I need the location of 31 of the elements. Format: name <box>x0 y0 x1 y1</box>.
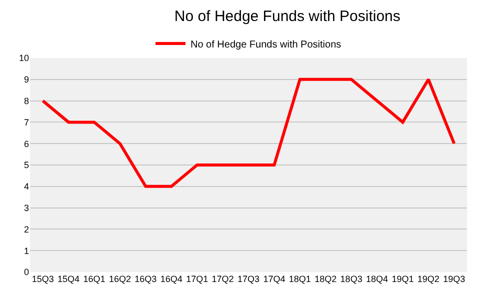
chart-title: No of Hedge Funds with Positions <box>174 8 400 26</box>
x-tick-label: 18Q1 <box>288 274 311 284</box>
x-tick-label: 17Q3 <box>237 274 260 284</box>
x-tick-label: 16Q2 <box>108 274 131 284</box>
y-tick-label: 0 <box>24 267 29 278</box>
y-tick-label: 10 <box>18 53 29 64</box>
y-tick-label: 4 <box>24 182 29 192</box>
x-tick-label: 16Q4 <box>160 274 182 284</box>
x-tick-label: 19Q2 <box>417 274 440 284</box>
line-series <box>41 78 456 188</box>
y-tick-label: 8 <box>24 96 29 106</box>
y-tick-label: 3 <box>24 202 29 213</box>
x-tick-label: 18Q3 <box>340 274 362 284</box>
x-tick-label: 19Q3 <box>443 274 466 284</box>
x-tick-label: 17Q1 <box>186 274 208 284</box>
x-tick-label: 17Q4 <box>263 274 286 284</box>
y-tick-label: 7 <box>24 117 29 128</box>
x-tick-label: 16Q3 <box>134 274 157 284</box>
y-tick-label: 5 <box>24 160 29 170</box>
y-tick-label: 9 <box>24 74 29 85</box>
y-tick-label: 1 <box>24 246 29 256</box>
x-tick-label: 18Q2 <box>314 274 337 284</box>
x-tick-label: 15Q4 <box>58 274 80 284</box>
y-tick-label: 2 <box>24 224 29 234</box>
x-tick-label: 17Q2 <box>212 274 234 284</box>
x-tick-label: 16Q1 <box>83 274 106 284</box>
x-tick-label: 15Q3 <box>32 274 54 284</box>
legend-label: No of Hedge Funds with Positions <box>190 39 342 50</box>
x-tick-label: 19Q1 <box>392 274 414 284</box>
y-tick-label: 6 <box>24 138 29 149</box>
x-tick-label: 18Q4 <box>366 274 388 284</box>
